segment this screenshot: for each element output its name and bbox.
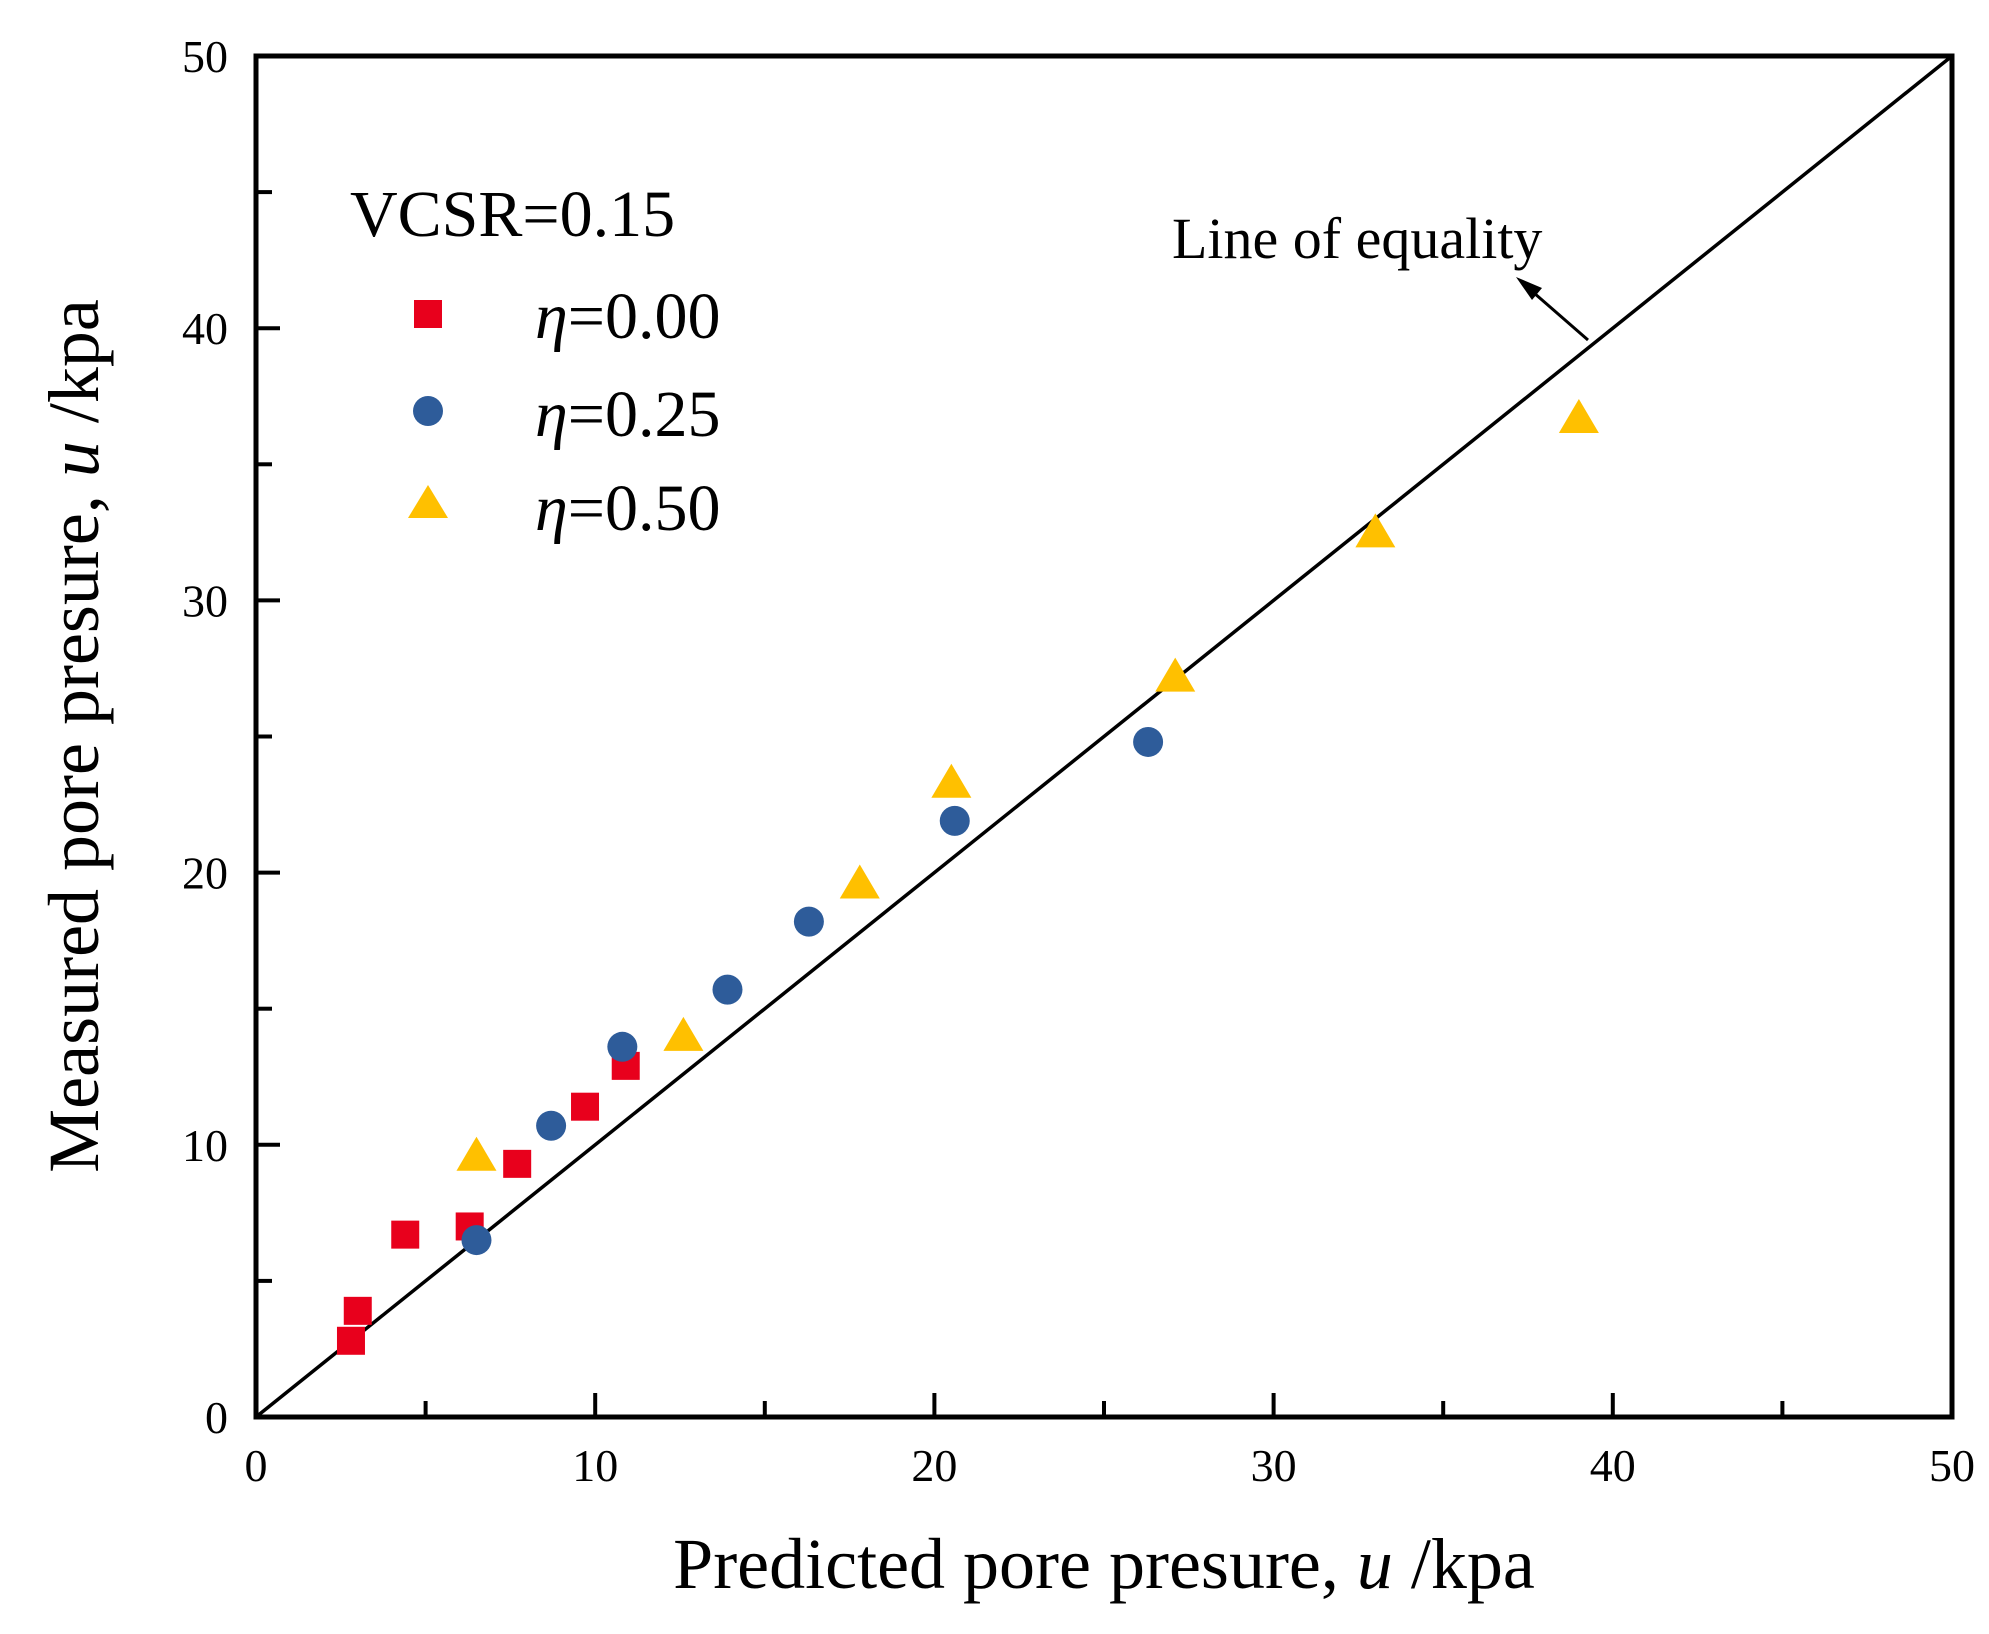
y-axis-title-var: u — [34, 441, 114, 477]
y-tick-label: 10 — [182, 1120, 228, 1171]
data-point-circle — [607, 1031, 638, 1062]
data-markers — [336, 399, 1599, 1355]
x-tick-label: 20 — [911, 1440, 957, 1491]
data-point-circle — [461, 1225, 492, 1256]
data-point-triangle — [663, 1016, 704, 1051]
legend-value: =0.00 — [568, 280, 721, 353]
y-tick-labels: 0 10 20 30 40 50 — [182, 31, 228, 1443]
legend-marker-circle — [413, 396, 443, 426]
x-tick-labels: 0 10 20 30 40 50 — [245, 1440, 1976, 1491]
y-tick-label: 40 — [182, 303, 228, 354]
data-point-square — [343, 1296, 372, 1325]
data-point-triangle — [456, 1136, 497, 1171]
data-point-triangle — [839, 864, 880, 899]
legend-label-eta-0-25: η=0.25 — [535, 378, 720, 451]
data-point-square — [503, 1149, 532, 1178]
data-point-square — [571, 1092, 600, 1121]
legend-symbol: η — [535, 472, 568, 545]
legend-symbol: η — [535, 280, 568, 353]
legend-marker-triangle — [408, 485, 448, 518]
data-point-circle — [712, 974, 743, 1005]
legend-entry-eta-0-25: η=0.25 — [413, 378, 720, 451]
x-axis-title-prefix: Predicted pore presure, — [673, 1524, 1357, 1604]
y-axis-title-suffix: /kpa — [34, 299, 114, 441]
data-point-triangle — [1558, 399, 1599, 434]
x-tick-label: 50 — [1929, 1440, 1975, 1491]
legend-title: VCSR=0.15 — [350, 178, 675, 251]
line-of-equality — [254, 54, 1954, 1419]
legend-entry-eta-0-50: η=0.50 — [408, 472, 720, 545]
annotation-arrowhead — [1516, 277, 1542, 300]
x-tick-label: 40 — [1590, 1440, 1636, 1491]
x-tick-label: 10 — [572, 1440, 618, 1491]
line-of-equality-annotation: Line of equality — [1172, 206, 1589, 342]
x-axis-title-var: u — [1357, 1524, 1393, 1604]
data-point-triangle — [1155, 657, 1196, 692]
annotation-label: Line of equality — [1172, 206, 1542, 271]
x-axis-title-suffix: /kpa — [1393, 1524, 1535, 1604]
legend-value: =0.25 — [568, 378, 721, 451]
legend-label-eta-0-00: η=0.00 — [535, 280, 720, 353]
legend-value: =0.50 — [568, 472, 721, 545]
data-point-circle — [793, 906, 824, 937]
data-point-triangle — [931, 763, 972, 798]
y-tick-label: 50 — [182, 31, 228, 82]
data-point-square — [391, 1220, 420, 1249]
x-axis-title: Predicted pore presure, u /kpa — [673, 1524, 1535, 1604]
data-point-square — [336, 1326, 365, 1355]
data-point-circle — [536, 1110, 567, 1141]
data-point-triangle — [1355, 513, 1396, 548]
data-point-circle — [939, 805, 970, 836]
y-tick-label: 20 — [182, 848, 228, 899]
x-tick-label: 0 — [245, 1440, 268, 1491]
annotation-arrow — [1525, 284, 1589, 342]
plot-frame — [253, 53, 1955, 1420]
y-tick-label: 0 — [205, 1392, 228, 1443]
y-axis-title-prefix: Measured pore presure, — [34, 477, 114, 1173]
legend-label-eta-0-50: η=0.50 — [535, 472, 720, 545]
y-tick-label: 30 — [182, 575, 228, 626]
x-tick-label: 30 — [1251, 1440, 1297, 1491]
y-axis-title: Measured pore presure, u /kpa — [34, 299, 114, 1173]
data-point-circle — [1133, 726, 1164, 757]
legend-marker-square — [414, 300, 442, 328]
legend-entry-eta-0-00: η=0.00 — [414, 280, 720, 353]
legend-symbol: η — [535, 378, 568, 451]
legend: VCSR=0.15 η=0.00 η=0.25 η=0.50 — [350, 178, 720, 545]
